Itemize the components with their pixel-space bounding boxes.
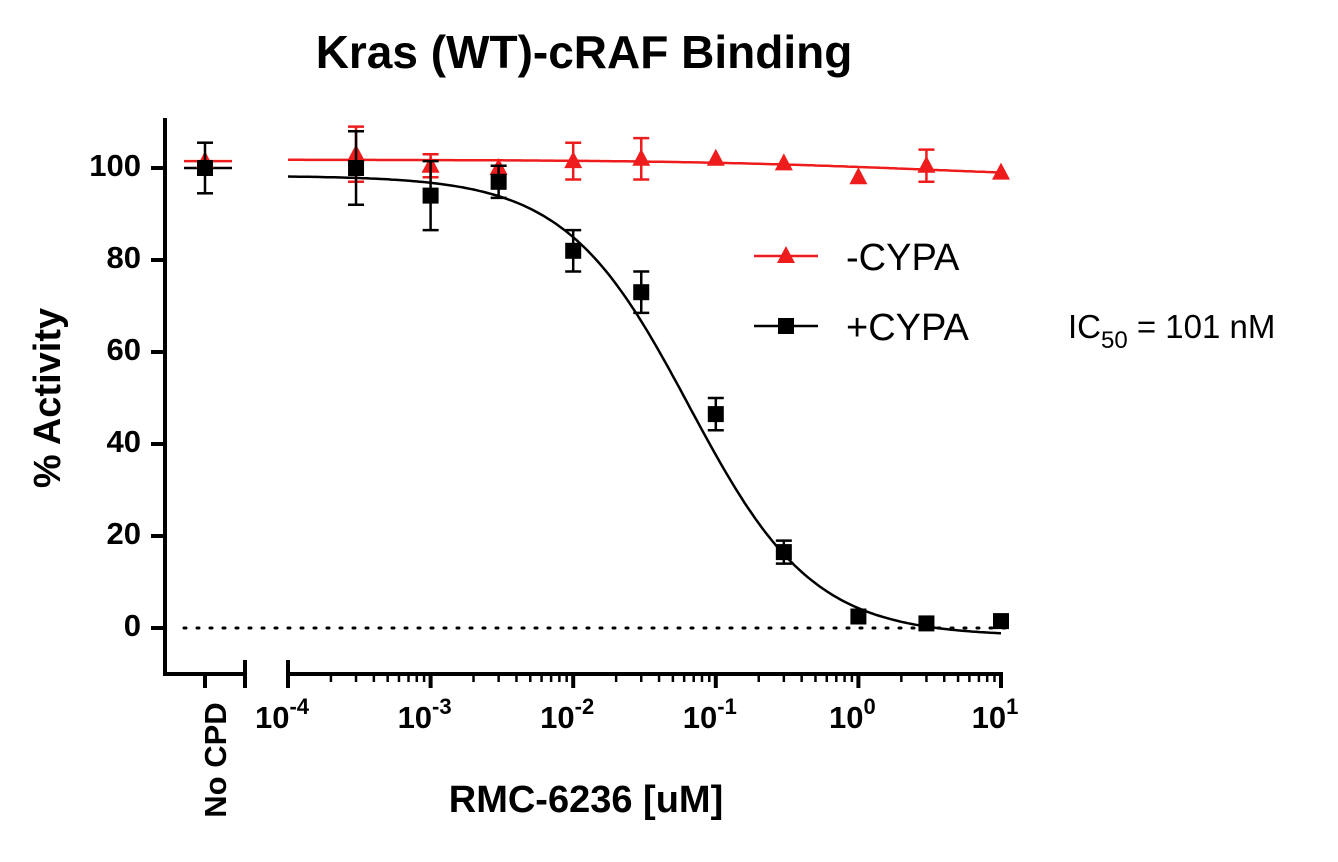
ic50-subscript: 50: [1101, 327, 1128, 354]
square-marker: [422, 187, 439, 204]
y-axis-label: % Activity: [27, 308, 69, 488]
control-label: No CPD: [198, 702, 233, 817]
square-marker: [490, 173, 507, 190]
data-points: [196, 125, 1010, 632]
triangle-marker: [564, 151, 583, 169]
x-tick-label: 101: [972, 694, 1019, 735]
legend-label: -CYPA: [846, 237, 960, 279]
x-tick-base: 10: [972, 700, 1006, 735]
x-tick-label: 10-2: [540, 694, 594, 735]
x-tick-exponent: 1: [1006, 694, 1018, 719]
ic50-annotation: IC50 = 101 nM: [1068, 308, 1275, 354]
square-marker: [850, 608, 867, 625]
y-tick-label: 60: [107, 332, 141, 367]
x-tick-base: 10: [683, 700, 717, 735]
x-tick-exponent: -3: [432, 694, 452, 719]
triangle-marker: [706, 148, 725, 166]
fit-curve: [287, 175, 1002, 635]
y-tick-label: 40: [107, 424, 141, 459]
x-tick-label: 100: [829, 694, 876, 735]
x-tick-label: 10-1: [683, 694, 737, 735]
square-marker: [918, 615, 935, 632]
x-tick-exponent: -1: [717, 694, 737, 719]
triangle-marker: [774, 153, 793, 171]
square-marker: [993, 613, 1009, 630]
x-tick-base: 10: [398, 700, 432, 735]
x-tick-base: 10: [540, 700, 574, 735]
x-tick-exponent: -2: [575, 694, 595, 719]
y-tick-label: 80: [107, 240, 141, 275]
ic50-suffix: = 101 nM: [1128, 308, 1276, 345]
triangle-marker: [849, 167, 868, 185]
triangle-marker: [992, 162, 1010, 180]
square-marker: [565, 242, 582, 259]
square-marker: [778, 318, 794, 334]
x-tick-label: 10-3: [398, 694, 452, 735]
triangle-marker: [632, 148, 651, 166]
x-axis: 10-4 10-3 10-2 10-1 100 101: [163, 660, 1019, 735]
chart-title: Kras (WT)-cRAF Binding: [316, 26, 853, 78]
x-tick-exponent: 0: [864, 694, 876, 719]
square-marker: [775, 544, 792, 561]
y-axis: 0 20 40 60 80 100: [89, 118, 167, 676]
y-tick-label: 20: [107, 516, 141, 551]
square-marker: [633, 284, 650, 301]
x-tick-base: 10: [829, 700, 863, 735]
square-marker: [707, 406, 724, 423]
square-marker: [197, 160, 213, 176]
fit-curves: [184, 158, 1002, 635]
legend-label: +CYPA: [846, 307, 970, 349]
square-marker: [348, 160, 365, 176]
ic50-prefix: IC: [1068, 308, 1101, 345]
triangle-marker: [917, 155, 936, 173]
x-axis-label: RMC-6236 [uM]: [449, 779, 723, 821]
legend: -CYPA +CYPA: [754, 237, 970, 349]
x-tick-exponent: -4: [289, 694, 309, 719]
y-tick-label: 0: [124, 608, 141, 643]
y-tick-label: 100: [89, 148, 141, 183]
triangle-marker: [777, 246, 795, 263]
x-tick-base: 10: [255, 700, 289, 735]
x-tick-label: 10-4: [255, 694, 310, 735]
